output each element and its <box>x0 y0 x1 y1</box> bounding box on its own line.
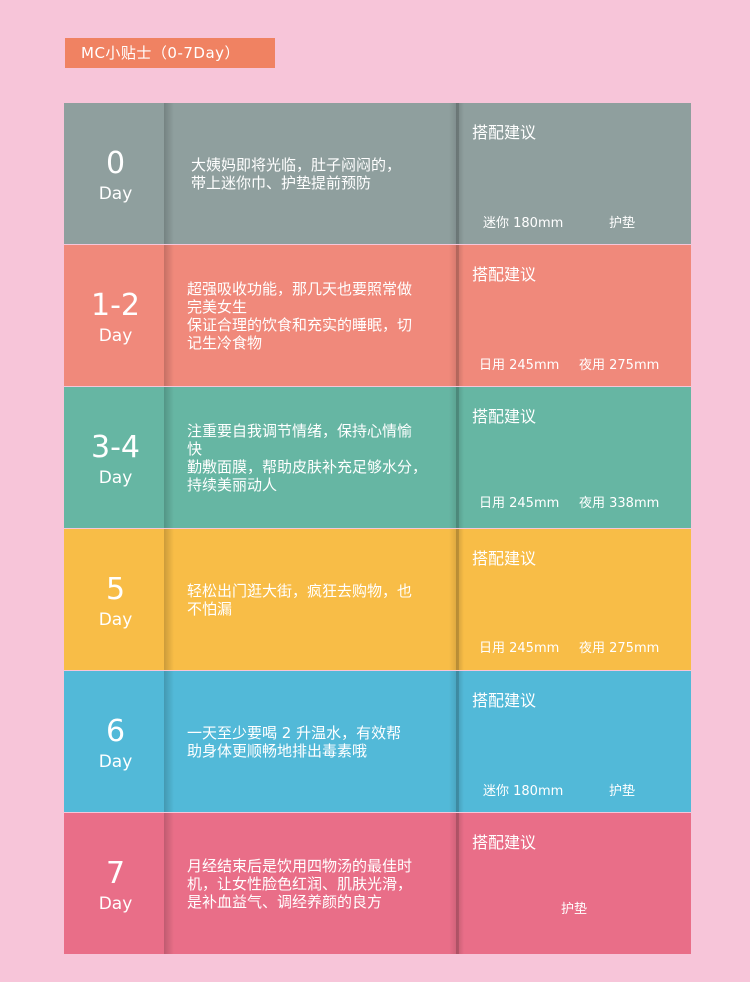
day-unit: Day <box>98 894 133 914</box>
day-cell: 0 Day <box>64 103 167 244</box>
column-divider <box>456 245 464 386</box>
column-divider <box>449 671 459 812</box>
product-label: 日用 245mm <box>479 496 560 511</box>
suggestion-label: 搭配建议 <box>472 549 537 568</box>
column-divider <box>456 671 464 812</box>
table-row-day-0: 0 Day 大姨妈即将光临，肚子闷闷的， 带上迷你巾、护垫提前预防 搭配建议 迷… <box>64 103 691 244</box>
suggestion-cell: 搭配建议 日用 245mm 夜用 275mm <box>457 529 691 670</box>
suggestion-cell: 搭配建议 日用 245mm 夜用 275mm <box>457 245 691 386</box>
description-cell: 超强吸收功能，那几天也要照常做 完美女生 保证合理的饮食和充实的睡眠，切 记生冷… <box>184 245 454 386</box>
table-row-day-5: 5 Day 轻松出门逛大街，疯狂去购物，也 不怕漏 搭配建议 日用 245mm … <box>64 529 691 670</box>
day-unit: Day <box>98 326 133 346</box>
description-cell: 注重要自我调节情绪，保持心情愉 快 勤敷面膜，帮助皮肤补充足够水分， 持续美丽动… <box>184 387 454 528</box>
suggestion-cell: 搭配建议 迷你 180mm 护垫 <box>457 671 691 812</box>
product-label: 迷你 180mm <box>483 216 564 231</box>
description-text: 大姨妈即将光临，肚子闷闷的， 带上迷你巾、护垫提前预防 <box>191 155 402 192</box>
description-text: 超强吸收功能，那几天也要照常做 完美女生 保证合理的饮食和充实的睡眠，切 记生冷… <box>187 279 413 352</box>
description-text: 月经结束后是饮用四物汤的最佳时 机，让女性脸色红润、肌肤光滑， 是补血益气、调经… <box>187 856 413 911</box>
column-divider <box>456 813 464 954</box>
column-divider <box>449 529 459 670</box>
day-number: 7 <box>105 856 126 891</box>
day-number: 6 <box>105 714 126 749</box>
day-number: 0 <box>105 146 126 181</box>
day-unit: Day <box>98 468 133 488</box>
product-label: 迷你 180mm <box>483 784 564 799</box>
suggestion-label: 搭配建议 <box>472 265 537 284</box>
suggestion-cell: 搭配建议 迷你 180mm 护垫 <box>457 103 691 244</box>
description-cell: 一天至少要喝 2 升温水，有效帮 助身体更顺畅地排出毒素哦 <box>184 671 454 812</box>
tips-table: 0 Day 大姨妈即将光临，肚子闷闷的， 带上迷你巾、护垫提前预防 搭配建议 迷… <box>64 103 691 954</box>
table-row-day-7: 7 Day 月经结束后是饮用四物汤的最佳时 机，让女性脸色红润、肌肤光滑， 是补… <box>64 813 691 954</box>
column-divider <box>164 671 174 812</box>
description-cell: 月经结束后是饮用四物汤的最佳时 机，让女性脸色红润、肌肤光滑， 是补血益气、调经… <box>184 813 454 954</box>
column-divider <box>449 813 459 954</box>
table-row-day-6: 6 Day 一天至少要喝 2 升温水，有效帮 助身体更顺畅地排出毒素哦 搭配建议… <box>64 671 691 812</box>
suggestion-label: 搭配建议 <box>472 691 537 710</box>
day-number: 5 <box>105 572 126 607</box>
column-divider <box>449 245 459 386</box>
day-number: 3-4 <box>91 430 140 465</box>
suggestion-label: 搭配建议 <box>472 833 537 852</box>
product-label: 夜用 275mm <box>579 358 660 373</box>
product-label: 夜用 275mm <box>579 641 660 656</box>
column-divider <box>164 245 174 386</box>
description-text: 注重要自我调节情绪，保持心情愉 快 勤敷面膜，帮助皮肤补充足够水分， 持续美丽动… <box>187 421 428 494</box>
column-divider <box>456 387 464 528</box>
day-cell: 5 Day <box>64 529 167 670</box>
product-label: 护垫 <box>609 216 636 231</box>
column-divider <box>164 813 174 954</box>
page-title: MC小贴士（0-7Day） <box>65 38 275 68</box>
day-cell: 1-2 Day <box>64 245 167 386</box>
suggestion-cell: 搭配建议 日用 245mm 夜用 338mm <box>457 387 691 528</box>
description-text: 一天至少要喝 2 升温水，有效帮 助身体更顺畅地排出毒素哦 <box>187 723 402 760</box>
description-cell: 大姨妈即将光临，肚子闷闷的， 带上迷你巾、护垫提前预防 <box>184 103 454 244</box>
product-label: 夜用 338mm <box>579 496 660 511</box>
description-cell: 轻松出门逛大街，疯狂去购物，也 不怕漏 <box>184 529 454 670</box>
suggestion-label: 搭配建议 <box>472 123 537 142</box>
column-divider <box>164 529 174 670</box>
day-unit: Day <box>98 752 133 772</box>
description-text: 轻松出门逛大街，疯狂去购物，也 不怕漏 <box>187 581 413 618</box>
product-label: 日用 245mm <box>479 358 560 373</box>
day-cell: 7 Day <box>64 813 167 954</box>
day-cell: 3-4 Day <box>64 387 167 528</box>
suggestion-label: 搭配建议 <box>472 407 537 426</box>
day-number: 1-2 <box>91 288 140 323</box>
day-cell: 6 Day <box>64 671 167 812</box>
table-row-day-1-2: 1-2 Day 超强吸收功能，那几天也要照常做 完美女生 保证合理的饮食和充实的… <box>64 245 691 386</box>
column-divider <box>449 387 459 528</box>
column-divider <box>164 103 174 244</box>
product-label: 护垫 <box>609 784 636 799</box>
product-label: 护垫 <box>560 902 587 917</box>
column-divider <box>449 103 459 244</box>
product-label: 日用 245mm <box>479 641 560 656</box>
day-unit: Day <box>98 610 133 630</box>
column-divider <box>456 529 464 670</box>
table-row-day-3-4: 3-4 Day 注重要自我调节情绪，保持心情愉 快 勤敷面膜，帮助皮肤补充足够水… <box>64 387 691 528</box>
column-divider <box>456 103 464 244</box>
day-unit: Day <box>98 184 133 204</box>
suggestion-cell: 搭配建议 护垫 <box>457 813 691 954</box>
column-divider <box>164 387 174 528</box>
